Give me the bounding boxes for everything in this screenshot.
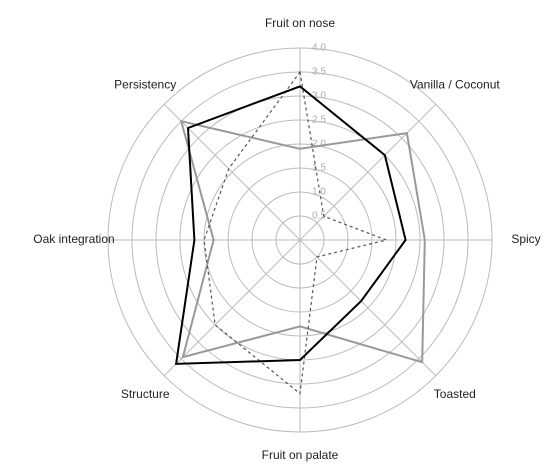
r-tick-label: 0.5	[312, 211, 326, 222]
axis-label: Fruit on nose	[265, 16, 335, 30]
axis-label: Toasted	[434, 387, 476, 401]
r-tick-label: 2.5	[312, 115, 326, 126]
r-tick-label: 2.0	[312, 139, 326, 150]
axis-label: Structure	[121, 387, 170, 401]
axis-label: Oak integration	[33, 232, 114, 246]
series-line	[174, 85, 407, 365]
series-line	[179, 119, 426, 364]
spoke	[163, 103, 301, 241]
axis-label: Spicy	[511, 232, 540, 246]
spoke	[299, 103, 437, 241]
axis-label: Persistency	[114, 77, 176, 91]
axis-label: Vanilla / Coconut	[410, 77, 500, 91]
r-tick-label: 3.0	[312, 91, 326, 102]
r-tick-label: 1.0	[312, 187, 326, 198]
r-tick-label: 1.5	[312, 163, 326, 174]
r-tick-label: 3.5	[312, 67, 326, 78]
spoke	[163, 239, 301, 377]
spoke	[299, 239, 437, 377]
r-tick-label: 4.0	[312, 43, 326, 54]
axis-label: Fruit on palate	[262, 448, 339, 462]
series-line	[203, 70, 389, 395]
